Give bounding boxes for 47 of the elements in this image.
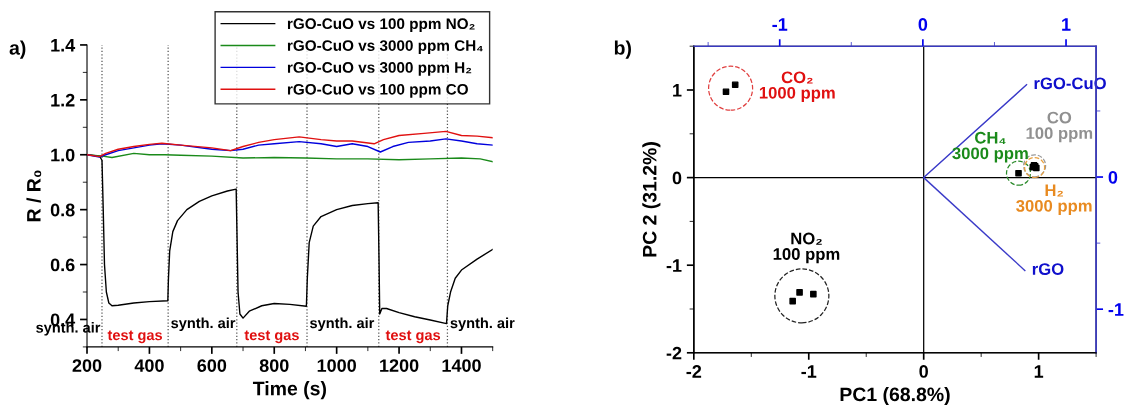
annotation: test gas	[244, 330, 299, 344]
y-tick-label: 1.2	[51, 93, 75, 107]
annotation: synth. air	[171, 317, 236, 332]
annotation: H₂ 3000 ppm	[1016, 184, 1092, 216]
annotation: NO₂ 100 ppm	[773, 232, 840, 264]
annotation: synth. air	[450, 317, 515, 332]
x-tick-label: 1400	[442, 359, 481, 372]
y-tick-label: 1.0	[51, 148, 75, 162]
legend-label: rGO-CuO vs 3000 ppm CH₄	[287, 40, 483, 54]
x-axis-title: PC1 (68.8%)	[840, 386, 950, 406]
x2-tick-label: -1	[772, 18, 788, 31]
x-tick-label: 200	[72, 359, 102, 372]
y-tick-label: 1.4	[51, 39, 76, 52]
y-tick-label: 0.8	[50, 203, 75, 217]
y-tick-label: -1	[666, 259, 682, 272]
y-tick-label: 1	[673, 84, 682, 97]
annotation: CO 100 ppm	[1026, 111, 1093, 143]
x-tick-label: 0	[919, 365, 928, 378]
y-tick-label: 0.6	[50, 258, 75, 272]
y2-tick-label: 0	[1108, 170, 1118, 184]
legend-label: rGO-CuO vs 100 ppm NO₂	[287, 18, 475, 33]
y2-tick-label: -1	[1108, 303, 1124, 316]
x-tick-label: 1000	[317, 359, 356, 372]
x-tick-label: 600	[197, 359, 227, 372]
x-axis-title: Time (s)	[252, 381, 326, 400]
annotation: synth. air	[310, 317, 375, 332]
x-tick-label: -2	[686, 365, 702, 378]
legend-label: rGO-CuO vs 100 ppm CO	[287, 83, 468, 98]
y-axis-title: PC 2 (31.2%)	[642, 142, 661, 257]
x-tick-label: -1	[801, 365, 817, 378]
x-tick-label: 1200	[380, 359, 419, 372]
annotation: CH₄ 3000 ppm	[952, 131, 1028, 163]
annotation: rGO	[1032, 263, 1064, 275]
x-tick-label: 400	[134, 359, 164, 372]
x2-tick-label: 0	[918, 18, 928, 31]
text: a)	[9, 40, 26, 59]
legend-label: rGO-CuO vs 3000 ppm H₂	[287, 62, 472, 76]
annotation: CO₂ 1000 ppm	[759, 71, 835, 103]
y-axis-title: R / R₀	[26, 170, 42, 222]
y-tick-label: 0	[672, 171, 682, 185]
y-tick-label: -2	[666, 346, 682, 360]
text: b)	[614, 40, 631, 59]
annotation: test gas	[107, 330, 163, 344]
annotation: test gas	[385, 330, 441, 344]
x2-tick-label: 1	[1062, 18, 1071, 31]
x-tick-label: 1	[1034, 365, 1044, 378]
x-tick-label: 800	[259, 359, 289, 372]
